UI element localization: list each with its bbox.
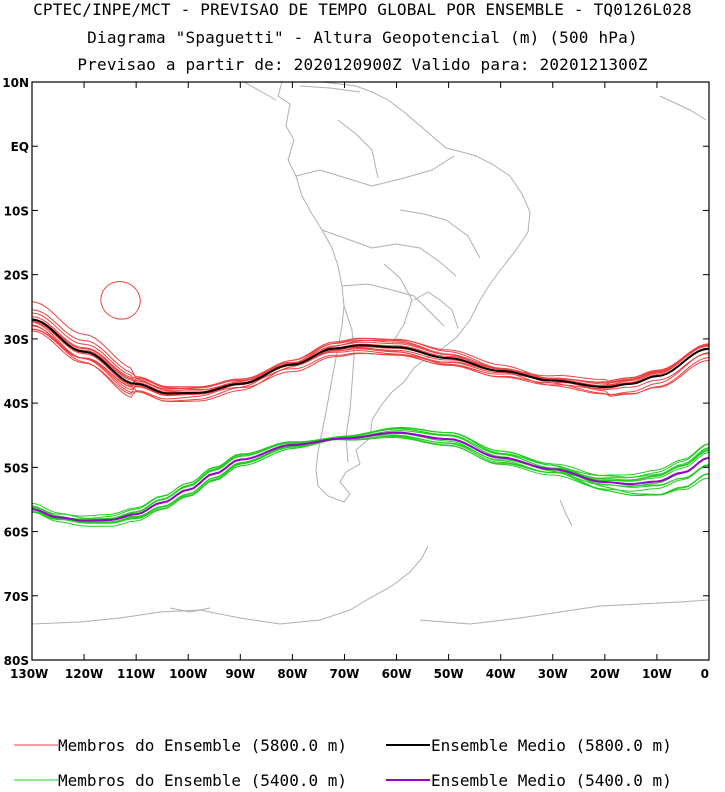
- legend-label-members-5400: Membros do Ensemble (5400.0 m): [58, 771, 347, 790]
- member-contour-5800: [31, 320, 710, 391]
- lon-tick-label: 10W: [642, 667, 672, 681]
- ensemble-mean-5400-line: [31, 431, 710, 522]
- lon-tick-label: 120W: [65, 667, 103, 681]
- lon-tick-label: 60W: [382, 667, 412, 681]
- lon-tick-label: 20W: [590, 667, 620, 681]
- lat-tick-label: 30S: [4, 333, 29, 347]
- map-frame: [31, 81, 710, 661]
- lon-tick-label: 90W: [225, 667, 255, 681]
- lon-tick-label: 70W: [329, 667, 359, 681]
- lat-tick-label: 20S: [4, 269, 29, 283]
- member-contour-5800: [31, 318, 710, 400]
- ensemble-members-5400: [31, 426, 710, 527]
- member-contour-5400: [31, 435, 710, 517]
- lat-tick-label: 70S: [4, 590, 29, 604]
- member-contour-5400: [31, 426, 710, 521]
- ensemble-means: [31, 318, 710, 522]
- member-contour-5400: [31, 432, 710, 521]
- member-contour-5800: [31, 301, 710, 394]
- lon-tick-label: 50W: [434, 667, 464, 681]
- lon-tick-label: 40W: [486, 667, 516, 681]
- lon-tick-label: 100W: [169, 667, 207, 681]
- lat-tick-label: 50S: [4, 461, 29, 475]
- lon-tick-label: 110W: [117, 667, 155, 681]
- lon-tick-label: 0: [701, 667, 709, 681]
- ensemble-mean-5800-line: [31, 318, 710, 395]
- lon-tick-label: 130W: [10, 667, 48, 681]
- lat-tick-label: 10N: [2, 76, 29, 90]
- lat-tick-label: 40S: [4, 397, 29, 411]
- lat-tick-label: 80S: [4, 654, 29, 668]
- lat-tick-label: 60S: [4, 526, 29, 540]
- member-contour-5800: [31, 325, 710, 396]
- member-contour-5400: [31, 427, 710, 527]
- member-contour-5800: [31, 316, 710, 395]
- latitude-axis: 10N EQ 10S 20S 30S 40S 50S 60S 70S 80S: [2, 76, 709, 668]
- member-contour-5400: [31, 428, 710, 524]
- longitude-axis: 130W 120W 110W 100W 90W 80W 70W 60W 50W 40W 30W 20W…: [10, 82, 710, 681]
- lat-tick-label: EQ: [11, 140, 29, 154]
- legend-label-mean-5400: Ensemble Medio (5400.0 m): [431, 771, 672, 790]
- legend-label-mean-5800: Ensemble Medio (5800.0 m): [431, 736, 672, 755]
- coastlines: [31, 81, 709, 625]
- forecast-validity: Previsao a partir de: 2020120900Z Valido…: [77, 55, 648, 74]
- closed-contour-5800: [100, 281, 141, 320]
- member-contour-5800: [31, 312, 710, 393]
- lon-tick-label: 30W: [538, 667, 568, 681]
- member-contour-5400: [31, 432, 710, 521]
- lat-tick-label: 10S: [4, 204, 29, 218]
- lon-tick-label: 80W: [277, 667, 307, 681]
- chart-subtitle: Diagrama "Spaguetti" - Altura Geopotenci…: [87, 28, 638, 47]
- member-contour-5400: [31, 432, 710, 522]
- member-contour-5400: [31, 432, 710, 521]
- legend-label-members-5800: Membros do Ensemble (5800.0 m): [58, 736, 347, 755]
- chart-title: CPTEC/INPE/MCT - PREVISAO DE TEMPO GLOBA…: [33, 0, 692, 19]
